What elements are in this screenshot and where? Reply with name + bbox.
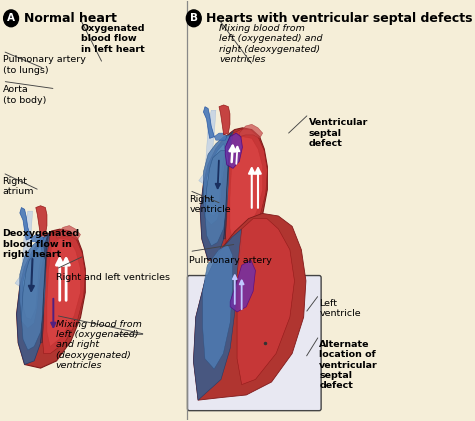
Polygon shape (199, 110, 216, 186)
Polygon shape (40, 234, 48, 343)
Text: Mixing blood from
left (oxygenated) and
right (deoxygenated)
ventricles: Mixing blood from left (oxygenated) and … (219, 24, 323, 64)
Text: Deoxygenated
blood flow in
right heart: Deoxygenated blood flow in right heart (2, 229, 80, 259)
Polygon shape (219, 105, 230, 135)
Polygon shape (230, 260, 256, 312)
Polygon shape (225, 130, 267, 249)
Polygon shape (200, 131, 233, 260)
Polygon shape (57, 226, 80, 240)
Polygon shape (15, 211, 33, 289)
Text: Right and left ventricles: Right and left ventricles (56, 274, 170, 282)
Polygon shape (20, 208, 31, 240)
Polygon shape (214, 133, 227, 140)
Text: Alternate
location of
ventricular
septal
defect: Alternate location of ventricular septal… (319, 340, 378, 390)
Text: Right
ventricle: Right ventricle (190, 195, 231, 214)
Polygon shape (203, 107, 214, 139)
Polygon shape (23, 245, 42, 320)
Polygon shape (193, 213, 306, 400)
Polygon shape (239, 124, 263, 139)
Text: Right
atrium: Right atrium (2, 177, 34, 196)
Text: Ventricular
septal
defect: Ventricular septal defect (309, 118, 368, 148)
Polygon shape (203, 135, 230, 225)
Polygon shape (203, 245, 232, 369)
Polygon shape (230, 137, 263, 242)
Text: Normal heart: Normal heart (24, 12, 116, 25)
Polygon shape (193, 229, 242, 400)
Polygon shape (224, 133, 231, 239)
Text: Left
ventricle: Left ventricle (319, 298, 361, 318)
Polygon shape (17, 229, 86, 368)
Polygon shape (31, 234, 44, 242)
Text: A: A (7, 13, 15, 23)
Text: Pulmonary artery
(to lungs): Pulmonary artery (to lungs) (2, 55, 86, 75)
Polygon shape (237, 218, 294, 385)
Polygon shape (20, 236, 47, 328)
Text: Mixing blood from
left (oxygenated)
and right
(deoxygenated)
ventricles: Mixing blood from left (oxygenated) and … (56, 320, 142, 370)
Circle shape (186, 10, 201, 27)
Polygon shape (200, 128, 267, 264)
Circle shape (4, 10, 19, 27)
Text: Oxygenated
blood flow
in left heart: Oxygenated blood flow in left heart (81, 24, 145, 53)
FancyBboxPatch shape (188, 275, 321, 410)
Polygon shape (47, 238, 80, 346)
Polygon shape (207, 144, 225, 216)
Text: Hearts with ventricular septal defects: Hearts with ventricular septal defects (207, 12, 473, 25)
Polygon shape (205, 151, 228, 246)
Text: Pulmonary artery: Pulmonary artery (190, 256, 272, 265)
Text: B: B (190, 13, 198, 23)
Polygon shape (17, 233, 50, 365)
Polygon shape (42, 231, 86, 354)
Polygon shape (21, 253, 45, 350)
Polygon shape (36, 206, 47, 236)
Text: Aorta
(to body): Aorta (to body) (2, 85, 46, 105)
Polygon shape (225, 133, 242, 168)
